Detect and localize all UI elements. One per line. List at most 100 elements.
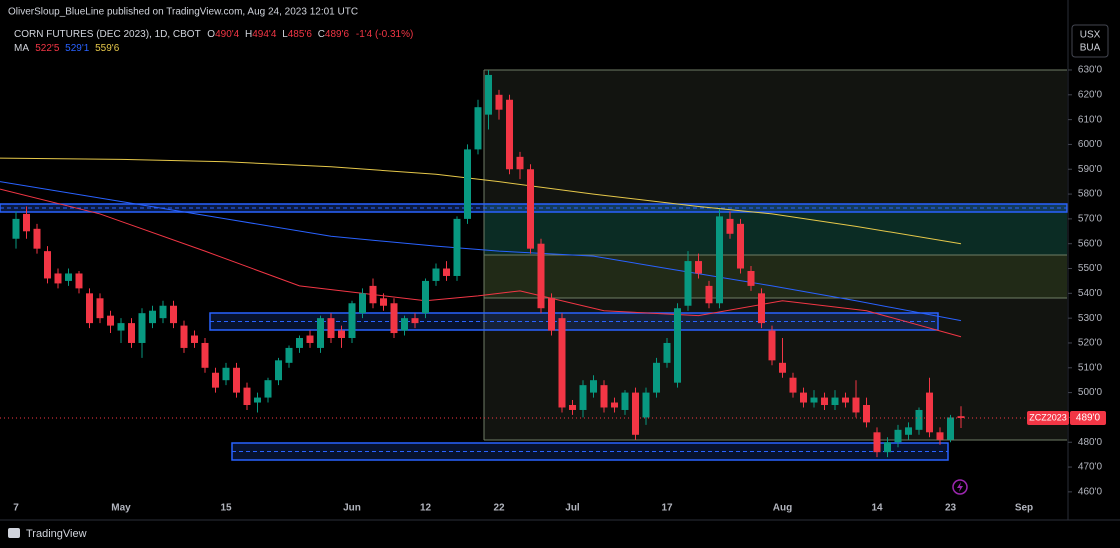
currency-box[interactable] [1071, 24, 1109, 58]
candle-body [180, 325, 188, 348]
symbol-line: CORN FUTURES (DEC 2023), 1D, CBOT O490'4… [14, 29, 413, 40]
candle-body [201, 342, 209, 368]
candle-body [390, 303, 398, 334]
candle-body [107, 315, 114, 326]
ma-legend: MA 522'5 529'1 559'6 [14, 43, 120, 54]
candle-body [380, 298, 387, 306]
y-tick-label: 470'0 [1078, 462, 1103, 473]
ma-label: MA [14, 43, 29, 54]
candle-body [684, 261, 692, 306]
publisher: OliverSloup_BlueLine published on Tradin… [8, 7, 358, 18]
y-tick-label: 610'0 [1078, 114, 1103, 125]
x-tick-label: 15 [220, 503, 232, 514]
candle-body [359, 293, 366, 314]
candle-body [810, 397, 818, 403]
candle-body [768, 330, 776, 361]
candle-body [516, 156, 524, 170]
candle-body [306, 335, 314, 343]
y-tick-label: 540'0 [1078, 288, 1103, 299]
candle-body [12, 218, 20, 239]
candle-body [800, 392, 807, 403]
candle-body [905, 427, 912, 435]
candle-body [233, 367, 240, 393]
candle-body [789, 377, 797, 393]
ma-line [0, 188, 962, 338]
candle-body [33, 228, 41, 249]
candle-body [873, 432, 881, 453]
candle-body [338, 330, 345, 339]
candle-body [663, 342, 671, 363]
candle-body [695, 261, 702, 274]
candle-body [191, 335, 198, 343]
candle-body [411, 318, 419, 324]
candle-body [842, 397, 849, 403]
candle-body [579, 385, 587, 410]
legend-entry: 559'6 [95, 43, 120, 54]
candle-body [317, 318, 324, 348]
x-tick-label: Aug [773, 503, 792, 514]
candle-body [432, 268, 440, 281]
candle-body [348, 303, 356, 339]
price-tag [1070, 411, 1106, 426]
y-tick-label: 510'0 [1078, 362, 1103, 373]
x-tick-label: 17 [661, 503, 673, 514]
ohlc-key: C [318, 29, 325, 40]
candle-body [422, 280, 429, 314]
brand: TradingView [26, 528, 87, 540]
candle-body [117, 323, 125, 331]
candle-body [674, 308, 681, 383]
legend-entry: 529'1 [65, 43, 90, 54]
change: -1'4 (-0.31%) [356, 29, 414, 40]
event-icon[interactable] [952, 479, 968, 495]
candle-body [254, 397, 261, 403]
candle-body [716, 216, 723, 304]
candle-body [779, 362, 786, 373]
brand-logo [8, 528, 20, 538]
candle-body [54, 273, 62, 284]
candle-body [852, 397, 860, 413]
plot [0, 69, 965, 458]
x-tick-label: Jun [343, 503, 361, 514]
candle-body [957, 416, 965, 419]
candle-body [569, 405, 576, 410]
symbol-tag-label: ZCZ2023 [1029, 412, 1067, 422]
x-tick-label: 22 [493, 503, 505, 514]
candle-body [86, 293, 93, 324]
x-tick-label: Sep [1015, 503, 1033, 514]
candle-body [726, 218, 734, 234]
candle-body [159, 305, 167, 319]
candle-body [506, 99, 513, 170]
x-tick-label: Jul [565, 503, 580, 514]
event-icon-bolt [957, 482, 963, 492]
candle-body [747, 270, 755, 286]
ohlc-key: L [282, 29, 288, 40]
ohlc-value: 489'6 [325, 29, 350, 40]
candle-body [495, 94, 503, 110]
candle-body [296, 338, 303, 348]
candle-body [369, 285, 377, 304]
candle-body [821, 397, 828, 406]
candle-body [915, 409, 923, 430]
currency: USX [1080, 30, 1101, 41]
candle-body [264, 380, 272, 398]
y-tick-label: 630'0 [1078, 65, 1103, 76]
x-tick-label: 23 [945, 503, 957, 514]
y-tick-label: 520'0 [1078, 338, 1103, 349]
candle-body [705, 285, 713, 304]
y-tick-label: 500'0 [1078, 387, 1103, 398]
candle-body [548, 298, 555, 331]
ma-line [0, 181, 962, 322]
y-tick-label: 460'0 [1078, 487, 1103, 498]
candle-body [936, 432, 944, 440]
ohlc-value: 485'6 [288, 29, 313, 40]
candle-body [474, 107, 482, 150]
candle-body [65, 273, 72, 281]
candle-body [75, 273, 83, 289]
candle-body [138, 313, 146, 343]
ohlc-value: 494'4 [252, 29, 277, 40]
x-tick-label: May [111, 503, 131, 514]
candle-body [149, 310, 156, 324]
candle-body [611, 402, 618, 408]
